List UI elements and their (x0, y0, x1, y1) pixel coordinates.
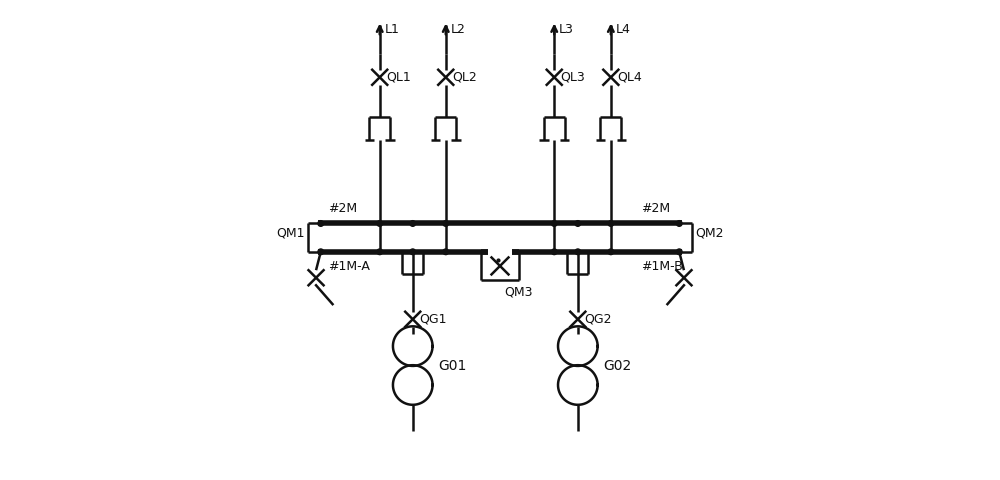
Text: #2M: #2M (642, 202, 671, 215)
Circle shape (318, 221, 324, 227)
Text: QL2: QL2 (452, 71, 477, 84)
Text: #1M-B: #1M-B (642, 260, 683, 273)
Circle shape (676, 249, 682, 254)
Circle shape (575, 249, 581, 254)
Text: #2M: #2M (328, 202, 357, 215)
Text: L3: L3 (559, 23, 574, 36)
Circle shape (608, 249, 614, 254)
Circle shape (443, 249, 449, 254)
Text: QM2: QM2 (695, 227, 723, 240)
Circle shape (410, 221, 416, 227)
Circle shape (318, 249, 324, 254)
Text: L1: L1 (384, 23, 399, 36)
Text: QL1: QL1 (386, 71, 411, 84)
Text: G02: G02 (603, 359, 632, 372)
Circle shape (377, 221, 383, 227)
Text: L2: L2 (450, 23, 465, 36)
Circle shape (377, 249, 383, 254)
Circle shape (443, 221, 449, 227)
Text: QG1: QG1 (419, 313, 446, 326)
Circle shape (608, 221, 614, 227)
Circle shape (551, 249, 557, 254)
Text: QM3: QM3 (504, 286, 532, 299)
Text: L4: L4 (616, 23, 630, 36)
Text: QL4: QL4 (617, 71, 642, 84)
Circle shape (551, 221, 557, 227)
Circle shape (575, 221, 581, 227)
Circle shape (676, 221, 682, 227)
Text: QG2: QG2 (584, 313, 611, 326)
Text: QM1: QM1 (277, 227, 305, 240)
Text: QL3: QL3 (560, 71, 585, 84)
Text: G01: G01 (438, 359, 467, 372)
Text: #1M-A: #1M-A (328, 260, 370, 273)
Circle shape (410, 249, 416, 254)
